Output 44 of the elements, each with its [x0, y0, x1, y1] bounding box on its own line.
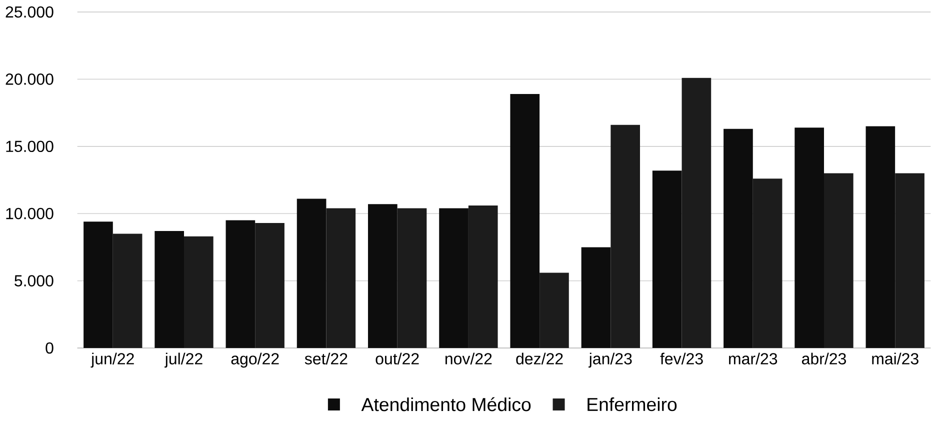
y-tick-label: 20.000 [6, 74, 54, 85]
bar [112, 234, 142, 348]
bar [752, 178, 782, 348]
bar [652, 170, 682, 348]
x-tick-label: dez/22 [516, 352, 563, 364]
bar [510, 94, 540, 348]
bar [255, 222, 284, 348]
bar [610, 124, 640, 348]
bar [397, 208, 427, 348]
y-tick-label: 0 [46, 342, 54, 354]
bar [326, 208, 356, 348]
x-tick-label: fev/23 [660, 352, 703, 364]
bar [184, 236, 214, 348]
x-tick-label: jan/23 [588, 352, 632, 368]
bar [468, 206, 498, 348]
bar [824, 173, 854, 348]
bar [895, 173, 924, 348]
x-tick-label: abr/23 [802, 352, 846, 364]
bar [866, 126, 896, 348]
y-tick-label: 10.000 [6, 208, 54, 220]
x-tick-label: nov/22 [445, 352, 492, 364]
bar [154, 231, 184, 348]
bar [794, 128, 824, 348]
y-tick-label: 15.000 [6, 140, 54, 152]
x-tick-label: mar/23 [729, 352, 778, 364]
bar [581, 247, 611, 348]
bar [682, 78, 712, 348]
y-tick-label: 5.000 [14, 275, 54, 286]
x-tick-label: set/22 [304, 352, 348, 364]
x-tick-label: ago/22 [231, 352, 279, 368]
bar [84, 222, 113, 348]
bar [439, 208, 468, 348]
legend-label: Enfermeiro [588, 397, 677, 412]
x-tick-label: mai/23 [872, 352, 918, 364]
legend-label: Atendimento Médico [361, 397, 531, 412]
y-tick-label: 25.000 [6, 6, 54, 18]
bar [226, 220, 256, 348]
bar [368, 204, 398, 348]
x-tick-label: jun/22 [90, 352, 134, 368]
x-tick-label: out/22 [376, 352, 419, 364]
x-tick-label: jul/22 [164, 352, 202, 368]
bar [540, 272, 569, 348]
bar [724, 128, 753, 348]
bar [296, 198, 326, 348]
